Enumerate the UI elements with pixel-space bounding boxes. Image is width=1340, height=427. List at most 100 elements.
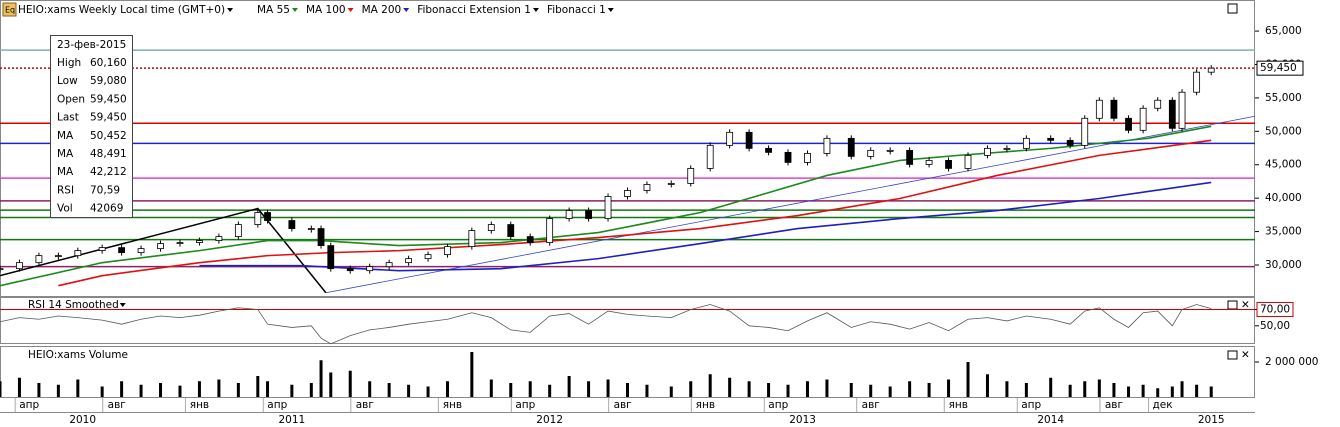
candle-body <box>526 236 534 244</box>
info-value: 60,160 <box>90 57 127 69</box>
indicator-label[interactable]: MA 100 <box>306 4 346 16</box>
candle-body <box>1095 99 1103 119</box>
x-tick-label: апр <box>1021 399 1041 411</box>
volume-bar <box>645 384 649 397</box>
volume-bar <box>747 381 751 397</box>
symbol-icon[interactable] <box>2 2 17 17</box>
volume-bar <box>985 374 989 397</box>
volume-bar <box>178 385 182 397</box>
volume-bar <box>120 381 124 397</box>
info-date: 23-фев-2015 <box>57 39 126 51</box>
volume-bar <box>669 386 673 397</box>
candle-body <box>254 212 262 225</box>
candle-body <box>424 254 432 260</box>
year-label: 2012 <box>536 414 563 426</box>
indicator-label[interactable]: MA 200 <box>362 4 402 16</box>
candle-body <box>1022 137 1030 149</box>
year-label: 2013 <box>789 414 816 426</box>
y-tick-label: 35,000 <box>1265 226 1302 238</box>
volume-bar <box>159 382 163 397</box>
candle-body <box>317 228 325 247</box>
tool-label[interactable]: Fibonacci Extension 1 <box>417 4 531 16</box>
candle-body <box>964 154 972 169</box>
volume-bar <box>470 352 474 397</box>
y-tick-label: 55,000 <box>1265 92 1302 104</box>
y-tick-label: 45,000 <box>1265 159 1302 171</box>
drawing-line <box>325 115 1256 294</box>
info-value: 59,450 <box>90 93 127 105</box>
x-tick-label: апр <box>267 399 287 411</box>
rsi-panel-frame <box>0 297 1255 344</box>
volume-bar <box>567 375 571 397</box>
volume-bar <box>825 379 829 397</box>
volume-bar <box>805 381 809 397</box>
info-label: MA <box>57 148 74 160</box>
candle-body <box>468 230 476 248</box>
info-value: 42069 <box>90 203 123 215</box>
candle-body <box>327 245 335 270</box>
volume-bar <box>100 386 104 397</box>
candle-body <box>1081 117 1089 146</box>
candle-body <box>867 149 875 157</box>
indicator-label[interactable]: MA 55 <box>257 4 290 16</box>
price-panel-frame <box>0 0 1255 297</box>
volume-bar <box>1209 386 1213 397</box>
candle-body <box>624 190 631 197</box>
candle-body <box>196 240 203 244</box>
info-value: 70,59 <box>90 184 120 196</box>
info-label: Vol <box>57 203 73 215</box>
info-label: Low <box>57 75 78 87</box>
candle-body <box>98 247 106 252</box>
info-label: MA <box>57 130 74 142</box>
year-label: 2015 <box>1198 414 1225 426</box>
candle-body <box>667 183 675 185</box>
volume-bar <box>966 361 970 397</box>
candle-body <box>847 137 855 157</box>
symbol-label[interactable]: HEIO:xams Weekly Local time (GMT+0) <box>18 4 225 16</box>
volume-bar <box>217 379 221 397</box>
volume-bar <box>446 381 450 397</box>
candle-body <box>1066 139 1074 146</box>
y-tick-label: 50,00 <box>1260 320 1290 332</box>
candle-body <box>1110 99 1118 119</box>
info-label: MA <box>57 166 74 178</box>
volume-bar <box>348 370 352 397</box>
volume-bar <box>606 379 610 397</box>
dropdown-arrow <box>347 8 354 12</box>
info-value: 59,080 <box>90 75 127 87</box>
volume-bar <box>17 377 21 397</box>
volume-bar <box>309 382 313 397</box>
maximize-button[interactable] <box>1227 3 1238 14</box>
maximize-button[interactable] <box>1227 350 1238 360</box>
year-label: 2011 <box>278 414 305 426</box>
info-label: Open <box>57 93 85 105</box>
dropdown-arrow <box>227 8 234 12</box>
volume-bar <box>1156 388 1160 397</box>
last-price-label: 59,450 <box>1260 62 1297 74</box>
volume-bar <box>197 381 201 397</box>
year-label: 2010 <box>69 414 96 426</box>
candle-body <box>1193 71 1201 93</box>
candle-body <box>307 228 315 230</box>
close-button[interactable]: ✕ <box>1241 299 1250 311</box>
volume-bar <box>1068 384 1072 397</box>
rsi-title[interactable]: RSI 14 Smoothed <box>28 299 119 311</box>
volume-title[interactable]: HEIO:xams Volume <box>28 349 128 361</box>
volume-bar <box>708 374 712 397</box>
volume-bar <box>1180 381 1184 397</box>
y-tick-label: 40,000 <box>1265 192 1302 204</box>
candle-body <box>1003 147 1011 150</box>
volume-bar <box>256 375 260 397</box>
volume-bar <box>869 384 873 397</box>
volume-bar <box>1005 381 1009 397</box>
candle-body <box>765 147 772 153</box>
candle-body <box>346 268 354 272</box>
tool-label[interactable]: Fibonacci 1 <box>547 4 606 16</box>
x-tick-label: янв <box>696 399 715 411</box>
close-button[interactable]: ✕ <box>1241 349 1250 361</box>
dropdown-arrow <box>532 8 539 12</box>
volume-bar <box>1141 384 1145 397</box>
moving-average <box>0 125 1212 287</box>
info-value: 42,212 <box>90 166 127 178</box>
y-tick-label: 2 000 000 <box>1265 356 1318 368</box>
